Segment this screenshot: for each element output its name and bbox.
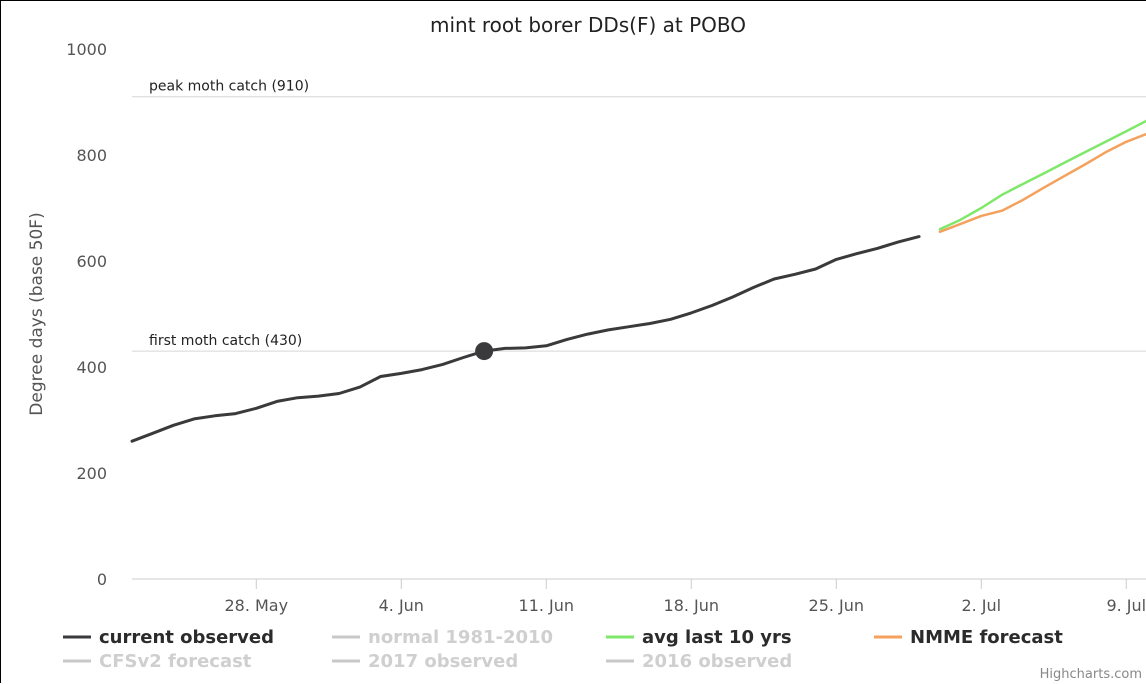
chart-title: mint root borer DDs(F) at POBO (430, 13, 746, 37)
series-line-nmme-forecast[interactable] (938, 132, 1146, 234)
x-axis: 28. May 4. Jun 11. Jun 18. Jun 25. Jun 2. Jul… (132, 578, 1146, 615)
legend-label: avg last 10 yrs (642, 627, 792, 648)
y-tick-label: 600 (76, 252, 107, 271)
legend-label: normal 1981-2010 (368, 627, 553, 648)
credits-text[interactable]: Highcharts.com (1040, 667, 1142, 682)
threshold-label: first moth catch (430) (149, 333, 302, 349)
legend-item[interactable]: CFSv2 forecast (63, 651, 252, 672)
legend-label: 2016 observed (642, 651, 792, 672)
threshold-lines: peak moth catch (910) first moth catch (4… (132, 79, 1146, 352)
x-tick-label: 18. Jun (664, 596, 720, 615)
x-tick-label: 2. Jul (961, 596, 1001, 615)
y-tick-label: 200 (76, 464, 107, 483)
x-tick-label: 4. Jun (379, 596, 424, 615)
x-tick-label: 28. May (224, 596, 288, 615)
y-tick-label: 800 (76, 146, 107, 165)
y-axis-ticks: 0 200 400 600 800 1000 (66, 40, 107, 589)
legend-item[interactable]: avg last 10 yrs (606, 627, 792, 648)
legend-label: CFSv2 forecast (99, 651, 252, 672)
legend-item[interactable]: current observed (63, 627, 274, 648)
x-tick-label: 25. Jun (809, 596, 865, 615)
y-tick-label: 0 (97, 570, 107, 589)
x-tick-label: 9. Jul (1106, 596, 1146, 615)
legend-item[interactable]: 2017 observed (332, 651, 518, 672)
legend-item[interactable]: NMME forecast (874, 627, 1063, 648)
legend: current observed normal 1981-2010 avg last… (63, 627, 1063, 672)
y-axis-label: Degree days (base 50F) (27, 212, 47, 415)
legend-label: NMME forecast (910, 627, 1063, 648)
y-tick-label: 1000 (66, 40, 107, 59)
legend-item[interactable]: normal 1981-2010 (332, 627, 553, 648)
series-markers (475, 342, 494, 361)
legend-label: current observed (99, 627, 274, 648)
x-tick-label: 11. Jun (519, 596, 575, 615)
threshold-label: peak moth catch (910) (149, 79, 309, 95)
series-line-avg-last-10-yrs[interactable] (938, 119, 1146, 231)
series-lines (130, 119, 1146, 443)
first-moth-catch-marker[interactable] (475, 342, 494, 361)
legend-item[interactable]: 2016 observed (606, 651, 792, 672)
y-tick-label: 400 (76, 358, 107, 377)
legend-label: 2017 observed (368, 651, 518, 672)
series-line-current-observed[interactable] (130, 235, 921, 443)
